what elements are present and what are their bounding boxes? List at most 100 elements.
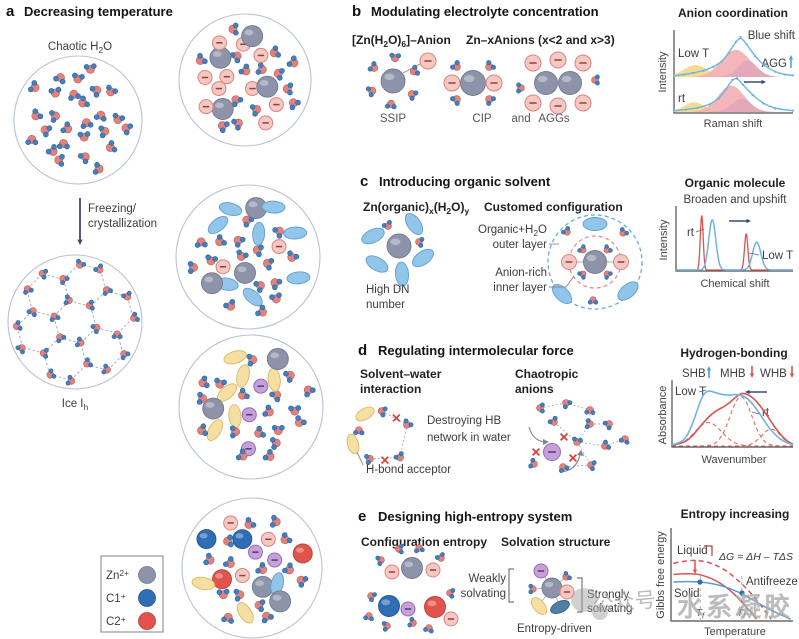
hydrogen-atom <box>235 454 242 461</box>
hydrogen-atom <box>259 562 266 568</box>
water-molecule <box>485 95 496 106</box>
water-molecule <box>601 439 612 450</box>
pink-anion <box>384 564 400 580</box>
panel-d-letter: d <box>358 342 367 359</box>
hydrogen-atom <box>123 129 130 136</box>
hydrogen-bond <box>117 317 134 334</box>
water-molecule <box>40 125 53 138</box>
water-molecule <box>269 390 282 403</box>
hydrogen-atom <box>92 169 99 175</box>
water-molecule <box>269 437 281 450</box>
hydrogen-atom <box>377 561 383 566</box>
water-molecule <box>577 244 587 254</box>
hydrogen-atom <box>120 355 126 361</box>
ol-a: Organic+H <box>478 224 533 236</box>
water-molecule <box>205 254 219 266</box>
hydrogen-atom <box>450 96 456 102</box>
hydrogen-bond <box>63 263 80 280</box>
water-molecule <box>407 90 419 101</box>
hydrogen-bond <box>26 273 43 290</box>
hydrogen-atom <box>295 99 301 106</box>
organic-oval-yellow <box>346 433 360 455</box>
hydrogen-atom <box>49 317 55 323</box>
hydrogen-atom <box>43 354 49 359</box>
water-molecule <box>229 425 241 439</box>
data-marker <box>708 103 711 106</box>
legend-swatch-c2 <box>138 612 156 630</box>
hydrogen-atom <box>64 143 70 150</box>
hydrogen-atom <box>132 311 138 317</box>
arrow-head <box>577 450 584 456</box>
cip-label: CIP <box>472 113 492 125</box>
water-molecule <box>45 144 58 156</box>
spectrum-fill-mauve <box>674 60 793 77</box>
pink-anion <box>524 54 542 72</box>
water-molecule <box>269 45 282 58</box>
intersection-dot <box>739 590 745 596</box>
water-molecule <box>93 110 107 122</box>
water-molecule <box>65 374 76 386</box>
water-molecule <box>121 123 134 136</box>
water-molecule <box>236 249 249 261</box>
water-molecule <box>223 299 236 311</box>
data-marker <box>731 78 734 81</box>
hydrogen-atom <box>271 424 278 431</box>
hydrogen-atom <box>450 588 456 593</box>
legend-c2-sup: + <box>121 614 126 624</box>
hydrogen-atom <box>224 121 230 127</box>
pink-anion <box>485 74 503 92</box>
pink-anion <box>234 568 250 584</box>
x-mark <box>568 453 578 463</box>
hydrogen-atom <box>581 244 586 249</box>
water-molecule <box>261 611 274 624</box>
hydrogen-atom <box>577 248 582 253</box>
water-molecule <box>618 435 630 445</box>
hydrogen-atom <box>584 409 590 415</box>
hydrogen-bond <box>539 402 567 409</box>
hydrogen-bond <box>43 353 51 375</box>
water-molecule <box>262 404 274 417</box>
water-molecule <box>130 311 140 322</box>
hydrogen-atom <box>243 221 250 228</box>
water-molecule <box>407 617 417 628</box>
chaotic-sub: 2 <box>98 45 103 55</box>
hydrogen-atom <box>235 124 241 131</box>
highlight <box>259 80 269 86</box>
data-marker <box>682 73 685 76</box>
arrow-head <box>77 239 83 245</box>
hydrogen-atom <box>58 161 65 167</box>
water-molecule <box>269 292 282 304</box>
hydrogen-bond <box>576 441 592 466</box>
oxygen-atom <box>485 95 494 104</box>
hydrogen-atom <box>418 243 424 248</box>
hydrogen-atom <box>194 242 201 248</box>
hydrogen-atom <box>277 75 283 81</box>
hydrogen-atom <box>304 391 310 398</box>
arrow-head <box>789 373 795 378</box>
water-molecule <box>561 226 571 236</box>
water-molecule <box>216 588 230 600</box>
water-molecule <box>562 399 573 410</box>
water-molecule <box>288 98 301 111</box>
water-molecule <box>287 250 300 262</box>
oxygen-atom <box>603 246 611 254</box>
water-molecule <box>263 258 275 271</box>
hydrogen-atom <box>258 244 264 251</box>
data-marker <box>725 87 728 90</box>
hydrogen-atom <box>234 242 241 248</box>
hydrogen-atom <box>398 451 404 457</box>
data-marker <box>734 40 737 43</box>
water-molecule <box>584 418 594 430</box>
hydrogen-atom <box>45 148 52 155</box>
hydrogen-atom <box>61 335 67 340</box>
organic-oval-blue <box>242 287 263 307</box>
water-molecule <box>528 583 537 595</box>
water-molecule <box>23 285 34 295</box>
water-molecule <box>249 104 261 117</box>
chaotic-water-circle <box>13 55 143 185</box>
zinc-ion <box>534 71 558 95</box>
pink-anion <box>561 254 577 270</box>
panel-c-letter: c <box>360 173 368 190</box>
pink-anion <box>559 584 575 600</box>
hydrogen-atom <box>380 412 386 418</box>
